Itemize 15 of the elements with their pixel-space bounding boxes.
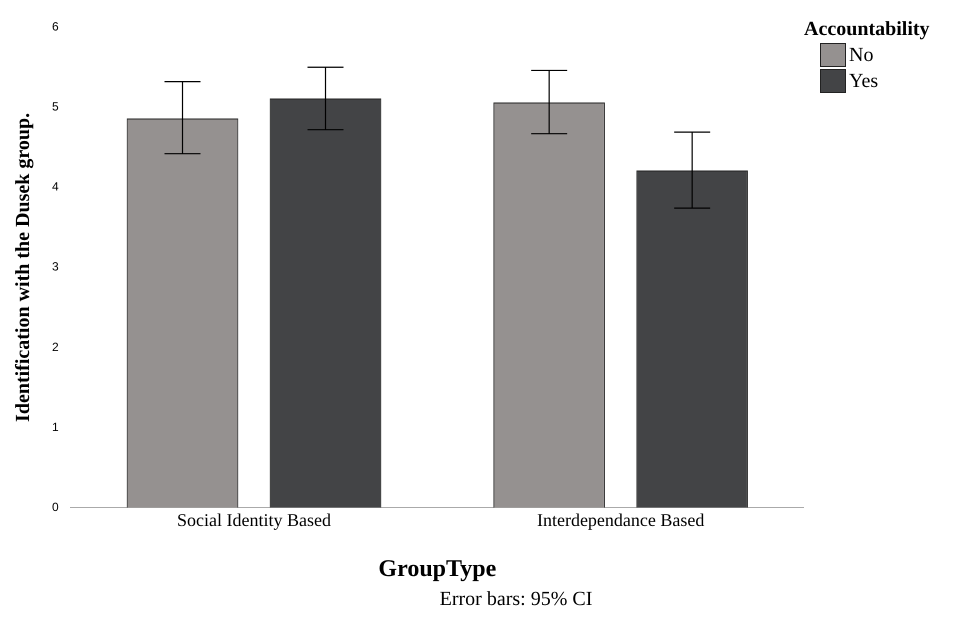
y-tick-label: 3 (52, 260, 59, 274)
y-tick-label: 6 (52, 20, 59, 34)
text: Error bars: 95% CI (438, 588, 594, 611)
y-tick-label: 4 (52, 180, 59, 194)
x-tick-label: Social Identity Based (177, 510, 331, 530)
legend-title: Accountability (804, 18, 931, 41)
y-tick-label: 5 (52, 100, 59, 114)
y-axis-title: Identification with the Dusek group. (12, 112, 34, 422)
y-tick-label: 0 (52, 500, 59, 514)
x-tick-label: Interdependance Based (536, 510, 704, 530)
legend-label: No (849, 44, 874, 66)
y-tick-label: 2 (52, 340, 59, 354)
x-axis-title: GroupType (378, 556, 497, 582)
legend-label: Yes (849, 70, 878, 92)
y-tick-label: 1 (52, 420, 59, 434)
